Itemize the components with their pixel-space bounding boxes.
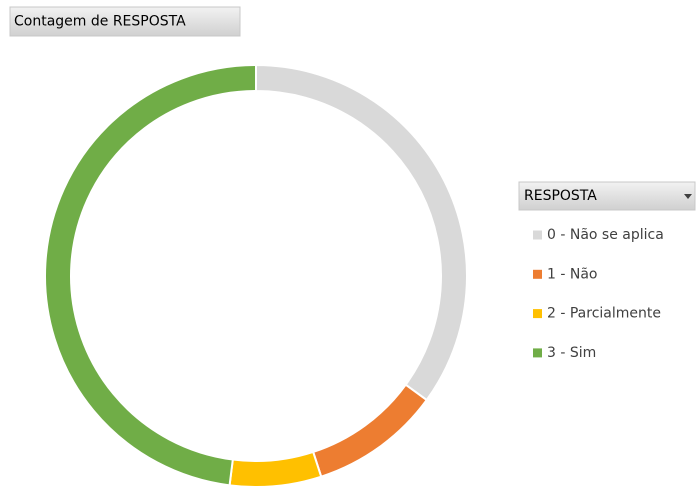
- donut-segment: [44, 63, 257, 487]
- legend-swatch: [533, 269, 542, 279]
- legend-label: 3 - Sim: [547, 345, 596, 361]
- legend-title: RESPOSTA: [524, 188, 597, 204]
- donut-segment: [228, 450, 323, 488]
- legend-label: 2 - Parcialmente: [547, 306, 661, 322]
- legend-label: 0 - Não se aplica: [547, 227, 664, 243]
- legend-label: 1 - Não: [547, 266, 597, 282]
- legend-swatch: [533, 348, 542, 358]
- legend-swatch: [533, 309, 542, 319]
- donut-segment: [311, 383, 429, 478]
- donut-segment: [255, 63, 468, 402]
- dropdown-arrow[interactable]: [684, 194, 692, 199]
- legend-header[interactable]: [518, 181, 696, 211]
- chart-title: Contagem de RESPOSTA: [14, 14, 186, 30]
- title-button[interactable]: [9, 6, 241, 37]
- legend-swatch: [533, 230, 542, 240]
